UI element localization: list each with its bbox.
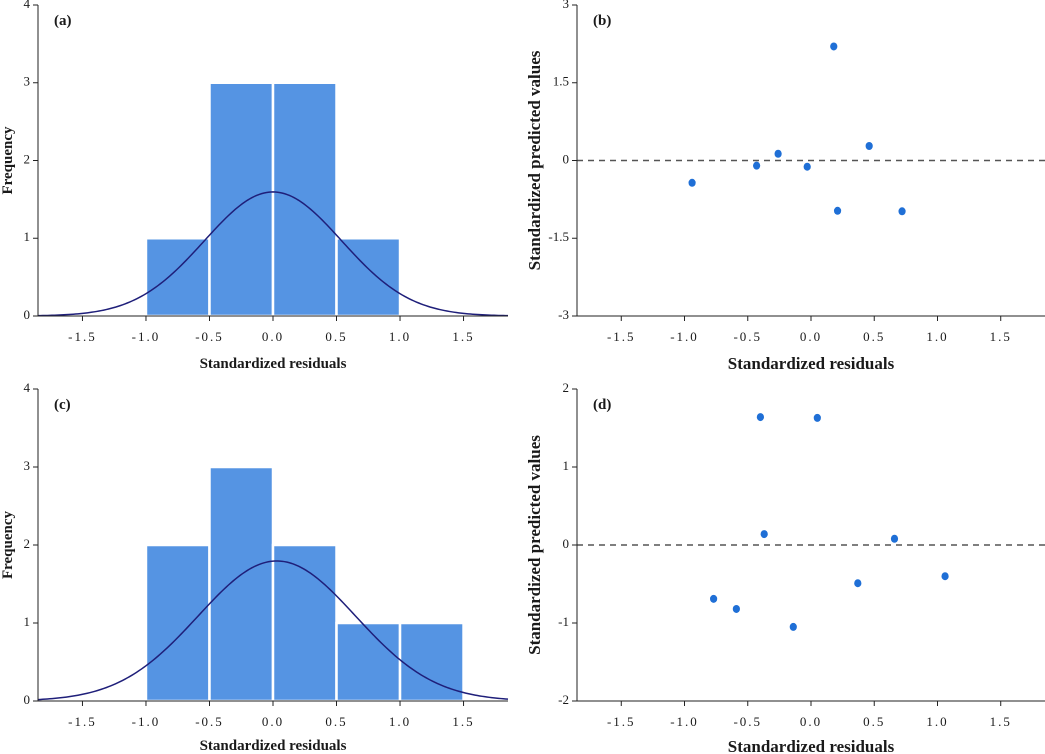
x-tick-label: -1.0: [132, 329, 161, 344]
y-tick-label: 3: [563, 0, 570, 11]
x-axis-title: Standardized residuals: [728, 354, 895, 373]
x-axis-title: Standardized residuals: [200, 356, 347, 372]
data-point: [865, 141, 873, 150]
data-point: [760, 530, 768, 539]
y-axis-title: Standardized predicted values: [525, 50, 544, 270]
x-tick-label: 0.5: [863, 329, 885, 344]
histogram-bar: [398, 621, 465, 703]
data-point: [830, 42, 838, 51]
histogram-bar: [271, 81, 338, 318]
x-tick-label: -0.5: [733, 329, 762, 344]
x-tick-label: -1.5: [607, 329, 636, 344]
y-tick-label: -1.5: [548, 229, 569, 244]
x-tick-label: 1.0: [926, 329, 948, 344]
y-tick-label: 3: [24, 458, 31, 473]
x-tick-label: 1.0: [389, 329, 411, 344]
y-tick-label: 2: [563, 380, 570, 395]
panel-d: -2 -1 0 1 2 -1.5 -1.0 -0.5 0.0 0.5 1.0 1.5 Standardi…: [525, 380, 1045, 754]
normal-curve: [37, 191, 509, 317]
data-point: [774, 149, 782, 158]
panel-label: (c): [54, 397, 71, 413]
x-tick-label: 1.5: [452, 714, 474, 729]
y-tick-label: 0: [563, 151, 570, 166]
x-axis-title: Standardized residuals: [200, 738, 347, 754]
histogram-bar: [144, 543, 211, 703]
y-tick-label: 1: [24, 614, 31, 629]
panel-label: (d): [593, 397, 611, 413]
x-axis-title: Standardized residuals: [728, 737, 895, 754]
data-point: [753, 161, 761, 170]
histogram-bar: [271, 543, 338, 703]
x-tick-label: -0.5: [195, 329, 224, 344]
y-tick-label: 1.5: [553, 74, 569, 89]
y-tick-label: 2: [24, 151, 31, 166]
data-point: [732, 604, 740, 613]
y-axis-title: Standardized predicted values: [525, 435, 544, 655]
y-tick-label: 1: [563, 458, 570, 473]
x-tick-label: 1.5: [990, 714, 1012, 729]
data-point: [898, 207, 906, 216]
x-tick-label: -0.5: [195, 714, 224, 729]
x-tick-label: 0.5: [325, 714, 347, 729]
y-tick-label: -3: [558, 307, 569, 322]
x-tick-label: 0.0: [800, 714, 822, 729]
normal-curve: [37, 560, 509, 701]
x-tick-label: -1.5: [607, 714, 636, 729]
y-tick-label: 1: [24, 229, 31, 244]
x-tick-label: -1.5: [68, 329, 97, 344]
histogram-bar: [208, 465, 275, 703]
panel-a: 0 1 2 3 4 -1.5 -1.0 -0.5 0.0 0.5 1.0 1.5 Standardize…: [0, 0, 509, 372]
data-point: [789, 622, 797, 631]
x-tick-label: 0.5: [863, 714, 885, 729]
data-point: [854, 579, 862, 588]
panel-label: (a): [54, 13, 72, 29]
x-tick-label: -1.0: [670, 329, 699, 344]
x-tick-label: 1.0: [389, 714, 411, 729]
data-point: [941, 572, 949, 581]
data-point: [833, 206, 842, 215]
y-tick-label: 4: [24, 0, 31, 11]
y-tick-label: -1: [558, 614, 569, 629]
x-tick-label: 0.5: [325, 329, 347, 344]
x-tick-label: -1.0: [670, 714, 699, 729]
y-tick-label: 3: [24, 74, 31, 89]
data-point: [756, 413, 765, 422]
data-point: [890, 534, 899, 543]
histogram-bar: [335, 621, 402, 703]
x-tick-label: -1.5: [68, 714, 97, 729]
y-tick-label: -2: [558, 692, 569, 707]
panel-b: -3 -1.5 0 1.5 3 -1.5 -1.0 -0.5 0.0 0.5 1.0 1.5 Stand…: [525, 0, 1045, 373]
data-point: [688, 178, 696, 187]
data-point: [710, 594, 718, 603]
x-tick-label: 1.5: [452, 329, 474, 344]
x-tick-label: 0.0: [800, 329, 822, 344]
data-point: [803, 162, 811, 171]
x-tick-label: 0.0: [262, 329, 284, 344]
panel-label: (b): [593, 13, 611, 29]
y-tick-label: 0: [24, 692, 31, 707]
x-tick-label: -0.5: [733, 714, 762, 729]
y-axis-title: Frequency: [0, 126, 16, 195]
x-tick-label: 1.5: [990, 329, 1012, 344]
panel-c: 0 1 2 3 4 -1.5 -1.0 -0.5 0.0 0.5 1.0 1.5 Standardize…: [0, 380, 509, 754]
histogram-bar: [335, 237, 402, 318]
y-tick-label: 0: [563, 536, 570, 551]
y-axis-title: Frequency: [0, 510, 16, 579]
data-point: [813, 413, 821, 422]
x-tick-label: 0.0: [262, 714, 284, 729]
x-tick-label: -1.0: [132, 714, 161, 729]
x-tick-label: 1.0: [926, 714, 948, 729]
histogram-bar: [208, 81, 275, 318]
y-tick-label: 0: [24, 307, 31, 322]
y-tick-label: 2: [24, 536, 31, 551]
y-tick-label: 4: [24, 380, 31, 395]
histogram-bar: [144, 237, 211, 318]
